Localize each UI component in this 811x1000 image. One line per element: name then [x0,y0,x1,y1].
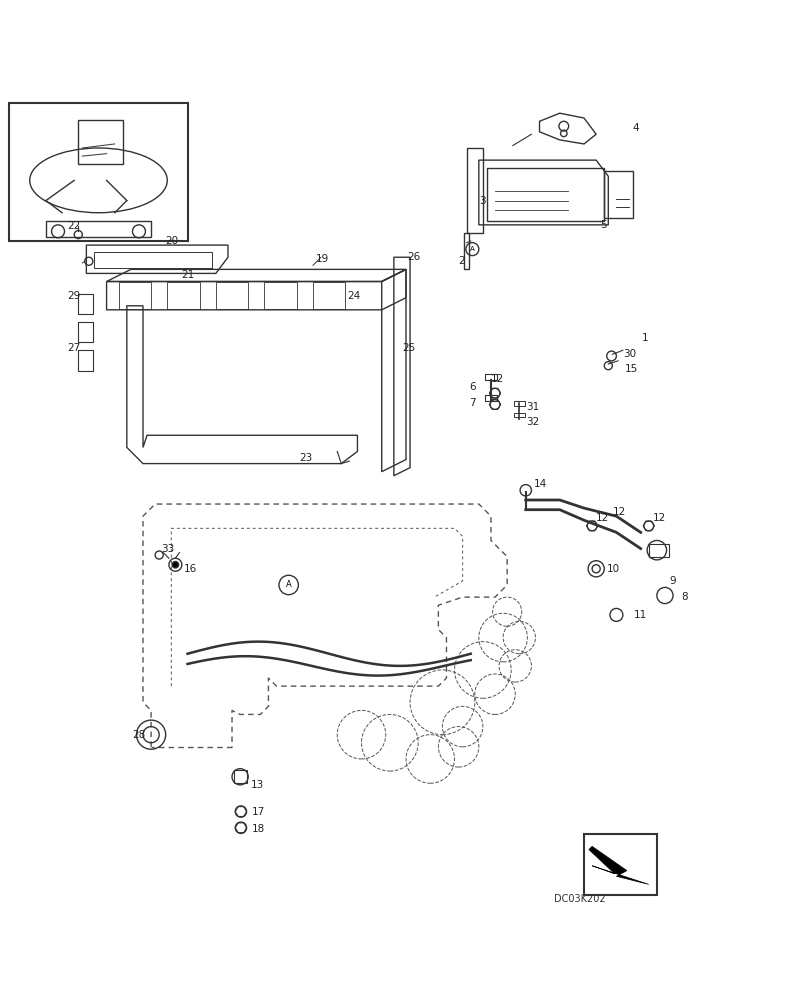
Bar [487,168,603,221]
Text: 14: 14 [533,479,547,489]
Text: DC03K202: DC03K202 [553,894,605,904]
Text: A: A [470,246,474,252]
Text: 5: 5 [599,220,606,230]
Text: 29: 29 [67,291,81,301]
Text: 18: 18 [252,824,265,834]
Bar [485,395,496,401]
Text: 25: 25 [401,343,414,353]
Bar [78,120,122,164]
Text: 11: 11 [633,610,646,620]
Bar [485,374,496,380]
Bar [513,401,524,406]
Text: 30: 30 [622,349,635,359]
Text: 26: 26 [407,252,420,262]
Text: 17: 17 [252,807,265,817]
Text: 32: 32 [525,417,539,427]
Text: 28: 28 [132,730,145,740]
Text: 15: 15 [624,364,637,374]
Bar [78,294,92,314]
Text: 4: 4 [632,123,638,133]
Text: 23: 23 [298,453,312,463]
Text: 20: 20 [165,236,178,246]
Text: 33: 33 [161,544,174,554]
Text: 12: 12 [611,507,624,517]
Text: 6: 6 [469,382,475,392]
Bar [583,834,656,895]
Text: 9: 9 [668,576,675,586]
Text: 10: 10 [606,564,619,574]
Text: 19: 19 [315,254,328,264]
Bar [78,322,92,342]
Bar [10,103,187,241]
Bar [234,770,247,783]
Text: 24: 24 [347,291,361,301]
Text: 2: 2 [458,256,465,266]
Bar [46,221,151,237]
Text: 1: 1 [642,333,648,343]
Text: 8: 8 [680,592,687,602]
Bar [78,350,92,371]
Polygon shape [588,846,648,884]
Text: 13: 13 [251,780,264,790]
Text: 12: 12 [652,513,665,523]
Text: 27: 27 [67,343,81,353]
Text: 16: 16 [183,564,196,574]
Text: 21: 21 [181,270,194,280]
Text: 7: 7 [469,398,475,408]
Text: 31: 31 [525,402,539,412]
Bar [648,544,668,557]
Text: 12: 12 [491,374,504,384]
Bar [603,171,632,218]
Bar [513,413,524,417]
Text: 12: 12 [595,513,609,523]
Circle shape [172,562,178,568]
Text: A: A [285,580,291,589]
Text: 22: 22 [67,221,81,231]
Text: 3: 3 [478,196,485,206]
Bar [94,252,212,268]
